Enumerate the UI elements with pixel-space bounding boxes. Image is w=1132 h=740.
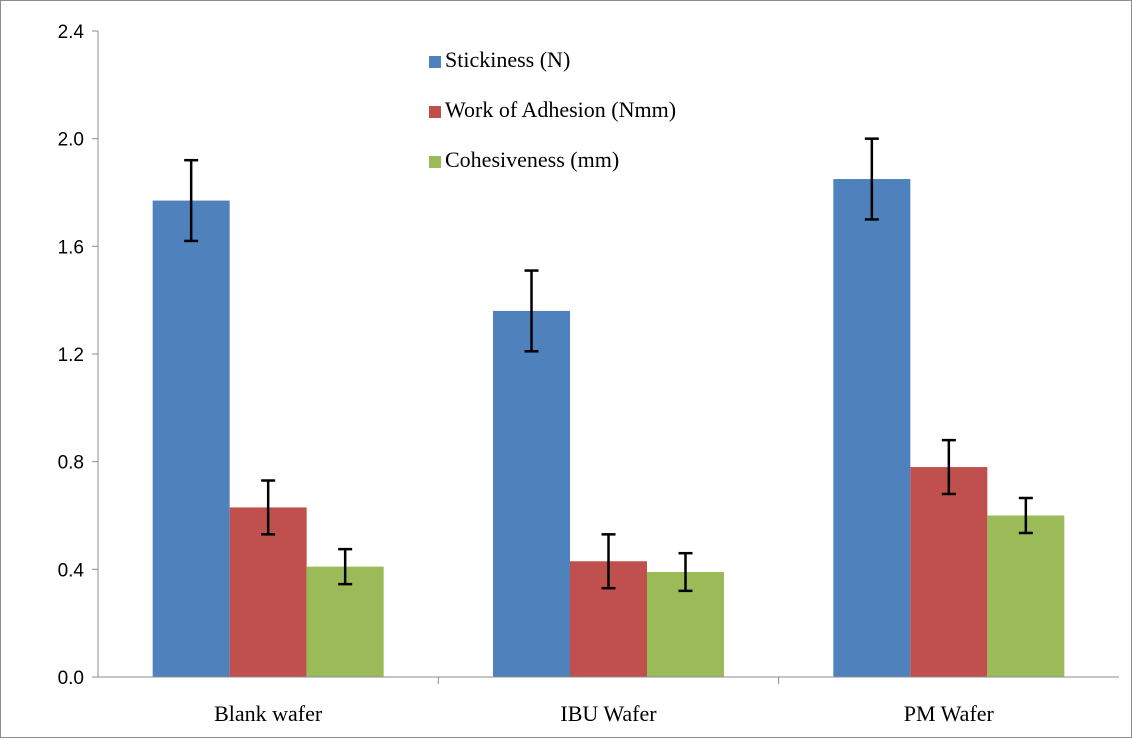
y-tick-label: 0.0 bbox=[58, 668, 84, 689]
y-tick-label: 1.2 bbox=[58, 345, 84, 366]
bar bbox=[493, 310, 570, 677]
bar bbox=[910, 467, 988, 677]
bar bbox=[152, 200, 230, 677]
bar bbox=[987, 515, 1065, 677]
x-category-label: PM Wafer bbox=[904, 701, 995, 726]
legend-swatch bbox=[429, 106, 441, 118]
y-tick-label: 2.0 bbox=[58, 130, 84, 151]
error-bars-layer bbox=[184, 137, 1033, 593]
legend-label: Stickiness (N) bbox=[445, 47, 570, 72]
y-tick-label: 1.6 bbox=[58, 237, 84, 258]
legend-swatch bbox=[429, 56, 441, 68]
y-tick-label: 0.8 bbox=[58, 453, 84, 474]
legend: Stickiness (N) Work of Adhesion (Nmm) Cohe… bbox=[429, 47, 676, 172]
bar bbox=[229, 507, 307, 677]
bar bbox=[833, 179, 911, 677]
y-tick-label: 0.4 bbox=[58, 560, 85, 581]
bars-layer bbox=[152, 179, 1065, 677]
legend-label: Work of Adhesion (Nmm) bbox=[445, 97, 676, 122]
y-ticks: 0.0 0.4 0.8 1.2 1.6 2.0 2.4 bbox=[58, 22, 98, 689]
legend-swatch bbox=[429, 156, 441, 168]
x-category-labels: Blank wafer IBU Wafer PM Wafer bbox=[214, 677, 995, 726]
y-tick-label: 2.4 bbox=[58, 22, 85, 43]
x-category-label: IBU Wafer bbox=[560, 701, 657, 726]
legend-label: Cohesiveness (mm) bbox=[445, 147, 619, 172]
x-category-label: Blank wafer bbox=[214, 701, 323, 726]
